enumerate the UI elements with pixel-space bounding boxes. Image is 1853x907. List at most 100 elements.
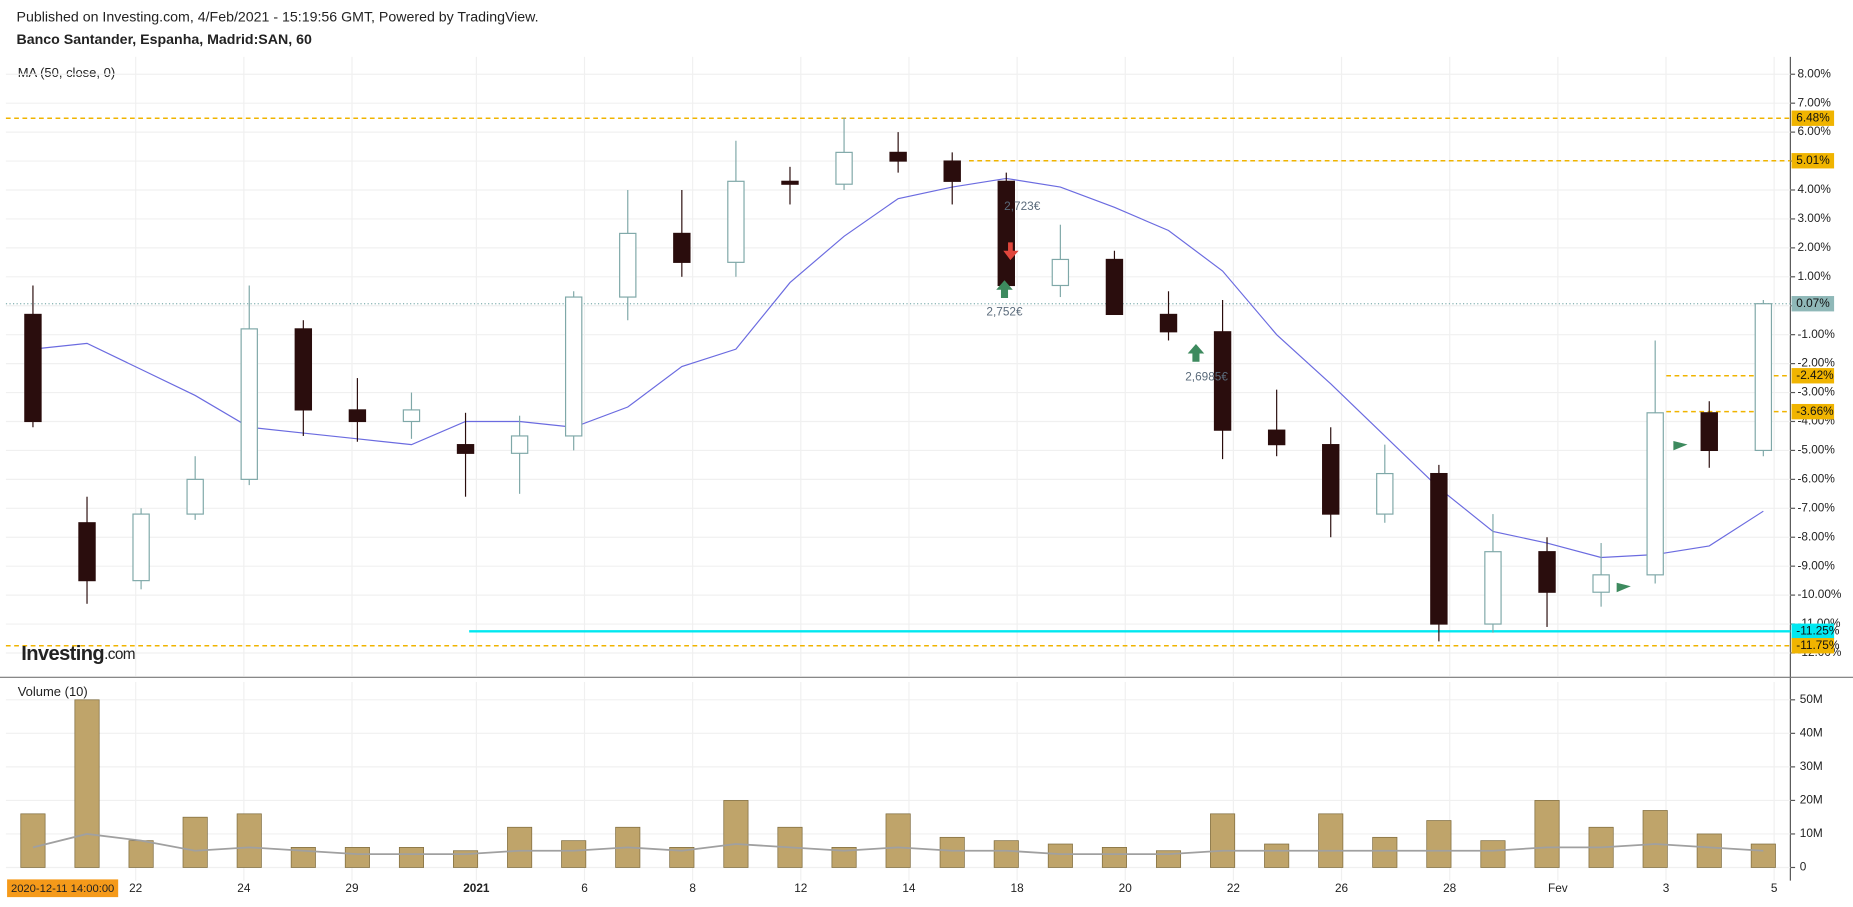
y-tick-label: -1.00%: [1797, 327, 1835, 341]
candle-body: [1051, 258, 1070, 287]
level-label: -3.66%: [1796, 404, 1834, 418]
candle-body: [402, 409, 421, 423]
volume-bar: [1047, 843, 1073, 868]
volume-bar: [507, 826, 533, 868]
candle-body: [186, 478, 204, 515]
level-label: -11.75%: [1796, 638, 1840, 652]
buy-arrow: [1187, 344, 1205, 362]
y-tick-label: -6.00%: [1797, 471, 1835, 485]
volume-bar: [236, 813, 262, 868]
y-tick-label: -3.00%: [1797, 385, 1835, 399]
volume-bar: [1480, 840, 1506, 868]
candle-body: [1646, 412, 1664, 576]
volume-bar: [1264, 843, 1290, 868]
volume-bar: [290, 847, 316, 868]
flag: [1673, 440, 1688, 451]
candle-body: [1159, 313, 1178, 333]
volume-bar: [1750, 843, 1776, 868]
volume-bar: [993, 840, 1019, 868]
level-badge: [1791, 110, 1835, 126]
candle-body: [132, 513, 150, 582]
level-badge: [1791, 368, 1835, 384]
y-tick-label: 4.00%: [1797, 182, 1831, 196]
x-tick-label: 22: [129, 881, 142, 895]
candle-body: [835, 151, 853, 185]
candle-body: [348, 409, 367, 423]
candle-body: [1213, 331, 1232, 431]
candle-body: [78, 522, 96, 582]
volume-bar: [561, 840, 587, 868]
x-tick-label: 8: [689, 881, 696, 895]
candle-body: [294, 328, 313, 411]
y-tick-label: -2.00%: [1797, 356, 1835, 370]
flag: [1616, 582, 1631, 593]
x-tick-label: 2021: [463, 881, 490, 895]
y-tick-label: -8.00%: [1797, 529, 1835, 543]
volume-bar: [831, 847, 857, 868]
x-tick-label: 14: [902, 881, 916, 895]
y-tick-label: 30M: [1800, 759, 1823, 773]
ma-line: [32, 177, 1764, 559]
price-annotation: 2,723€: [1004, 199, 1041, 213]
y-tick-label: 6.00%: [1797, 124, 1831, 138]
y-tick-label: -10.00%: [1797, 587, 1841, 601]
candle-body: [456, 444, 475, 454]
y-tick-label: 1.00%: [1797, 269, 1831, 283]
volume-bar: [20, 813, 46, 868]
level-badge: [1791, 403, 1835, 420]
candle-body: [997, 180, 1015, 287]
level-label: 5.01%: [1796, 153, 1830, 167]
candle-body: [24, 313, 42, 423]
x-tick-label: 28: [1443, 881, 1457, 895]
y-tick-label: 10M: [1800, 826, 1823, 840]
x-tick-label: 22: [1227, 881, 1240, 895]
buy-arrow: [996, 280, 1013, 298]
volume-bar: [1372, 836, 1398, 868]
candle-body: [1592, 574, 1610, 593]
candle-body: [1376, 472, 1394, 515]
y-tick-label: 8.00%: [1797, 66, 1831, 80]
y-tick-label: 50M: [1800, 692, 1823, 706]
y-tick-label: 3.00%: [1797, 211, 1831, 225]
volume-bar: [128, 840, 154, 868]
indicator-label: MA (50, close, 0): [18, 65, 115, 80]
x-tick-label: Fev: [1548, 881, 1568, 895]
cursor-badge: [7, 879, 119, 898]
volume-bar: [1696, 833, 1722, 868]
volume-label: Volume (10): [18, 684, 88, 699]
volume-bar: [74, 699, 100, 868]
y-tick-label: -7.00%: [1797, 500, 1835, 514]
volume-bar: [939, 836, 965, 868]
volume-bar: [182, 816, 208, 868]
y-tick-label: 2.00%: [1797, 240, 1831, 254]
volume-ma-line: [32, 833, 1764, 855]
y-tick-label: -5.00%: [1797, 443, 1835, 457]
candle-body: [1322, 444, 1340, 515]
volume-bar: [1534, 800, 1560, 868]
candle-body: [510, 435, 529, 454]
cursor-label: 2020-12-11 14:00:00: [11, 883, 114, 895]
candle-body: [1538, 551, 1556, 593]
x-tick-label: 26: [1335, 881, 1349, 895]
sell-arrow: [1003, 242, 1019, 261]
y-tick-label: 7.00%: [1797, 95, 1831, 109]
x-tick-label: 3: [1663, 881, 1670, 895]
plot-layer: 22 24 29 2021 6 8 12 14 18 20 22 26 28 Fev 3 5 8.00% 7.00…: [5, 56, 1842, 895]
y-tick-label: -9.00%: [1797, 558, 1835, 572]
volume-bar: [669, 847, 695, 868]
volume-bar: [1210, 813, 1236, 868]
volume-bar: [723, 800, 749, 868]
volume-bar: [885, 813, 911, 868]
candle-body: [673, 232, 691, 263]
volume-bar: [344, 847, 370, 868]
x-tick-label: 29: [345, 881, 358, 895]
candle-body: [1754, 303, 1773, 452]
candle-body: [1700, 412, 1718, 452]
level-label: -11.25%: [1796, 623, 1840, 637]
x-tick-label: 5: [1771, 881, 1778, 895]
candle-body: [727, 180, 745, 263]
candle-body: [1430, 472, 1448, 625]
candle-body: [1267, 429, 1286, 446]
logo: Investing.com: [21, 643, 135, 665]
